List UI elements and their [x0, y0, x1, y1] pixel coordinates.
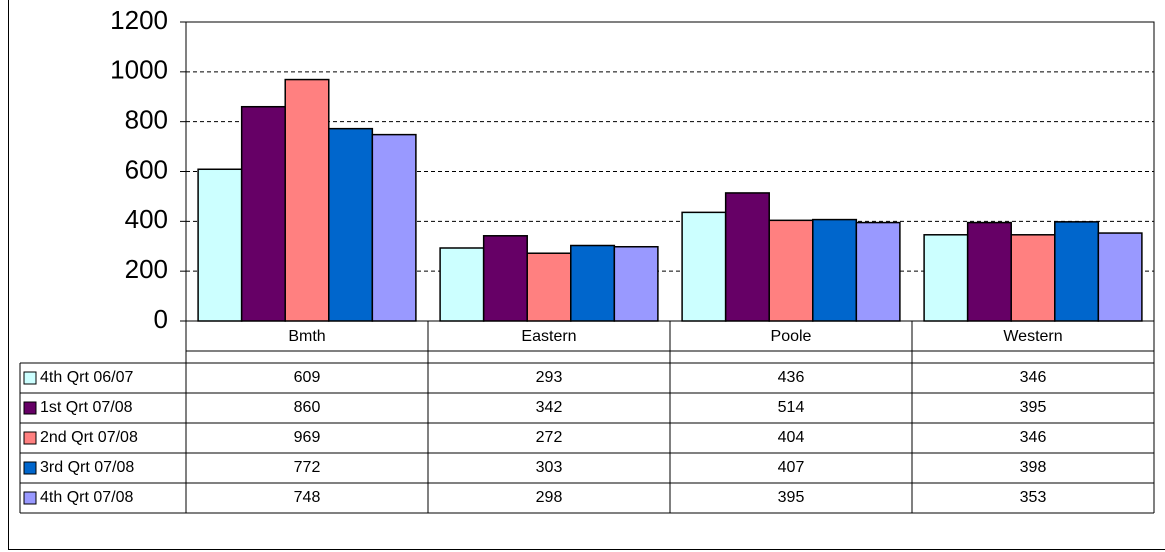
table-value: 969	[294, 429, 321, 446]
bar	[570, 244, 616, 322]
table-value: 395	[1020, 399, 1047, 416]
table-value: 303	[536, 459, 563, 476]
table-value: 298	[536, 489, 563, 506]
table-value: 353	[1020, 489, 1047, 506]
table-value: 272	[536, 429, 563, 446]
legend-swatch	[23, 431, 37, 445]
y-tick-label: 400	[125, 204, 168, 234]
bar	[681, 211, 727, 322]
table-value: 395	[778, 489, 805, 506]
bar	[1054, 221, 1100, 322]
table-value: 404	[778, 429, 805, 446]
bar	[923, 234, 969, 322]
x-tick-label: Western	[1003, 328, 1062, 345]
legend-label: 2nd Qrt 07/08	[40, 429, 138, 446]
table-value: 436	[778, 369, 805, 386]
legend-swatch	[23, 371, 37, 385]
bar	[613, 245, 659, 322]
bar	[966, 221, 1012, 322]
x-tick-label: Bmth	[288, 328, 325, 345]
table-value: 342	[536, 399, 563, 416]
bar	[1097, 232, 1143, 322]
table-value: 514	[778, 399, 805, 416]
table-value: 748	[294, 489, 321, 506]
bar	[284, 78, 330, 322]
bar	[812, 218, 858, 322]
bar	[371, 133, 417, 322]
table-value: 293	[536, 369, 563, 386]
table-value: 609	[294, 369, 321, 386]
y-tick-label: 800	[125, 105, 168, 135]
table-value: 407	[778, 459, 805, 476]
bar	[328, 127, 374, 322]
legend-label: 4th Qrt 07/08	[40, 489, 133, 506]
bar	[855, 221, 901, 322]
legend-swatch	[23, 491, 37, 505]
legend-swatch	[23, 461, 37, 475]
bar	[724, 192, 770, 322]
y-tick-label: 600	[125, 154, 168, 184]
bar	[482, 235, 528, 322]
x-tick-label: Eastern	[521, 328, 576, 345]
bar	[240, 105, 286, 322]
legend-label: 1st Qrt 07/08	[40, 399, 133, 416]
bar	[768, 219, 814, 322]
bar	[439, 247, 485, 322]
table-value: 346	[1020, 369, 1047, 386]
table-value: 772	[294, 459, 321, 476]
y-tick-label: 0	[154, 304, 168, 334]
legend-label: 4th Qrt 06/07	[40, 369, 133, 386]
y-tick-label: 200	[125, 254, 168, 284]
legend-label: 3rd Qrt 07/08	[40, 459, 134, 476]
legend-swatch	[23, 401, 37, 415]
x-tick-label: Poole	[771, 328, 812, 345]
bar	[526, 252, 572, 322]
y-tick-label: 1000	[110, 55, 168, 85]
table-value: 346	[1020, 429, 1047, 446]
bar	[197, 168, 243, 322]
y-tick-label: 1200	[110, 5, 168, 35]
table-value: 398	[1020, 459, 1047, 476]
table-value: 860	[294, 399, 321, 416]
bar	[1010, 234, 1056, 322]
